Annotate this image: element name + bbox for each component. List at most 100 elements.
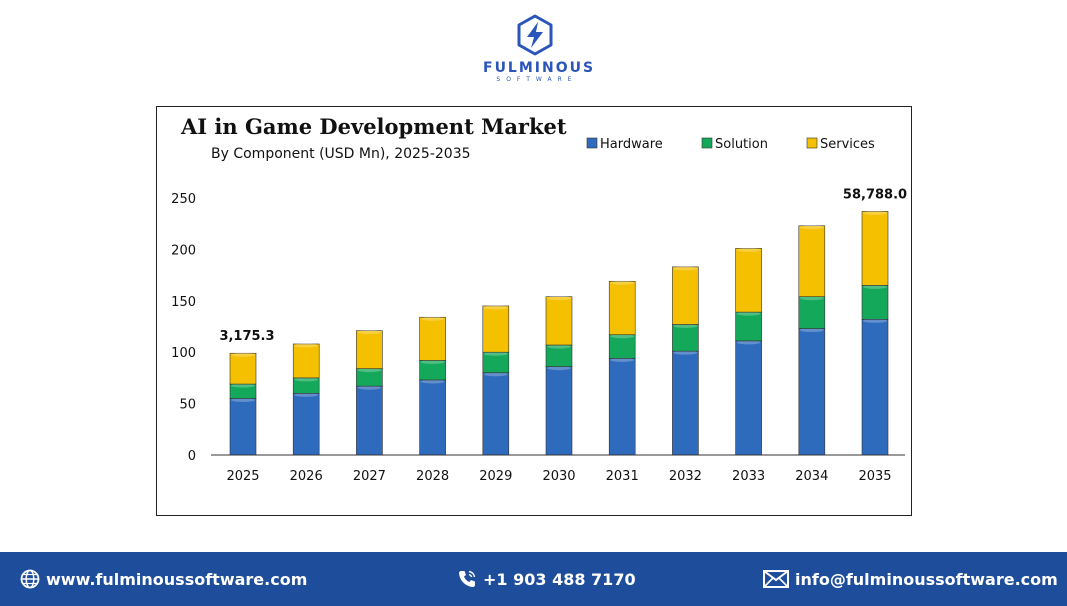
y-tick-label: 150 (171, 295, 196, 310)
bar-hardware-2032 (672, 350, 699, 456)
bar-cap-solution-2034 (799, 296, 824, 301)
legend-swatch-hardware (586, 137, 598, 149)
bar-solution-2031 (608, 334, 636, 359)
footer-phone[interactable]: +1 903 488 7170 (457, 568, 636, 590)
bar-services-2034 (798, 225, 826, 297)
x-tick-label-2026: 2026 (290, 469, 323, 484)
y-tick-label: 250 (171, 192, 196, 207)
x-tick-label-2032: 2032 (669, 469, 702, 484)
bar-hardware-2025 (229, 398, 257, 456)
footer-website[interactable]: www.fulminoussoftware.com (20, 568, 307, 590)
legend-label-hardware: Hardware (600, 137, 663, 152)
website-text: www.fulminoussoftware.com (46, 569, 308, 589)
bar-services-2033 (735, 248, 762, 313)
bar-cap-solution-2032 (673, 323, 698, 328)
bar-services-2035 (861, 211, 889, 286)
bar-cap-solution-2033 (736, 311, 761, 316)
bar-cap-hardware-2026 (294, 392, 319, 397)
brand-logo: FULMINOUS SOFTWARE (483, 14, 596, 88)
bar-services-2027 (356, 330, 383, 369)
bar-hardware-2035 (861, 319, 889, 456)
bar-hardware-2029 (482, 372, 510, 456)
bar-services-2030 (545, 296, 573, 346)
bar-cap-services-2027 (357, 330, 382, 335)
footer-email[interactable]: info@fulminoussoftware.com (763, 568, 1058, 590)
footer-bar: www.fulminoussoftware.com +1 903 488 717… (0, 552, 1067, 606)
x-tick-label-2028: 2028 (416, 469, 449, 484)
bar-services-2032 (672, 266, 699, 325)
bar-hardware-2030 (545, 366, 573, 456)
x-tick-label-2031: 2031 (606, 469, 639, 484)
bar-cap-hardware-2032 (673, 350, 698, 355)
y-axis: 0 50 100 150 200 250 (171, 192, 196, 464)
bar-cap-solution-2027 (357, 368, 382, 373)
annotation-2025: 3,175.3 (219, 329, 274, 344)
bar-services-2025 (229, 352, 257, 385)
bar-solution-2032 (672, 324, 699, 352)
bar-cap-services-2028 (420, 316, 445, 321)
bar-hardware-2034 (798, 328, 826, 456)
bar-cap-services-2034 (799, 225, 824, 230)
legend-label-services: Services (820, 137, 875, 152)
bar-cap-hardware-2030 (547, 366, 571, 371)
globe-icon (20, 569, 40, 589)
bar-cap-solution-2030 (547, 344, 571, 349)
bar-cap-services-2026 (294, 343, 319, 348)
annotation-2035: 58,788.0 (843, 187, 907, 202)
x-tick-label-2030: 2030 (542, 469, 575, 484)
y-tick-label: 200 (171, 243, 196, 258)
bar-cap-solution-2025 (231, 383, 255, 388)
bar-cap-services-2032 (673, 266, 698, 271)
email-text: info@fulminoussoftware.com (795, 569, 1058, 589)
bar-services-2031 (608, 280, 636, 336)
bar-cap-hardware-2027 (357, 385, 382, 390)
bar-hardware-2027 (356, 385, 383, 456)
bar-cap-solution-2026 (294, 377, 319, 382)
bar-cap-hardware-2031 (610, 357, 635, 362)
bar-cap-hardware-2034 (799, 328, 824, 333)
bar-cap-hardware-2025 (231, 397, 255, 402)
bar-cap-hardware-2028 (420, 379, 445, 384)
bar-solution-2034 (798, 296, 826, 329)
bar-cap-services-2025 (231, 352, 255, 357)
bar-hardware-2026 (292, 393, 320, 456)
legend-label-solution: Solution (715, 137, 768, 152)
bar-services-2028 (419, 316, 446, 361)
y-tick-label: 100 (171, 346, 196, 361)
y-tick-label: 0 (188, 449, 196, 464)
bar-hardware-2033 (735, 340, 762, 456)
envelope-icon (763, 570, 789, 588)
brand-name: FULMINOUS (483, 60, 596, 76)
chart-legend: Hardware Solution Services (586, 137, 875, 152)
chart-title: AI in Game Development Market (180, 114, 567, 139)
bar-solution-2035 (861, 285, 889, 320)
bar-services-2029 (482, 305, 510, 353)
stacked-bar-chart: AI in Game Development Market By Compone… (171, 114, 907, 484)
bar-cap-solution-2031 (610, 334, 635, 339)
bar-cap-services-2030 (547, 296, 571, 301)
bar-cap-solution-2029 (483, 351, 508, 356)
chart-frame: AI in Game Development Market By Compone… (156, 106, 912, 516)
x-tick-label-2027: 2027 (353, 469, 386, 484)
bar-cap-hardware-2035 (863, 318, 887, 323)
lightning-hex-icon (517, 14, 553, 56)
chart-subtitle: By Component (USD Mn), 2025-2035 (211, 146, 471, 162)
bar-solution-2033 (735, 311, 762, 342)
bar-services-2026 (292, 343, 320, 379)
x-tick-label-2033: 2033 (732, 469, 765, 484)
bar-cap-services-2035 (863, 210, 887, 215)
brand-sub: SOFTWARE (496, 76, 578, 83)
bar-cap-services-2033 (736, 247, 761, 252)
legend-swatch-solution (701, 137, 713, 149)
bar-hardware-2031 (608, 358, 636, 456)
bar-cap-solution-2028 (420, 359, 445, 364)
phone-text: +1 903 488 7170 (483, 569, 636, 589)
bars (229, 210, 889, 456)
legend-swatch-services (806, 137, 818, 149)
bar-cap-hardware-2033 (736, 340, 761, 345)
x-tick-label-2034: 2034 (795, 469, 828, 484)
data-annotations: 3,175.3 58,788.0 (219, 187, 907, 344)
bar-hardware-2028 (419, 379, 446, 456)
x-tick-label-2035: 2035 (858, 469, 891, 484)
x-axis: 2025 2026 2027 2028 2029 2030 2031 2032 2033 2034… (211, 454, 905, 484)
